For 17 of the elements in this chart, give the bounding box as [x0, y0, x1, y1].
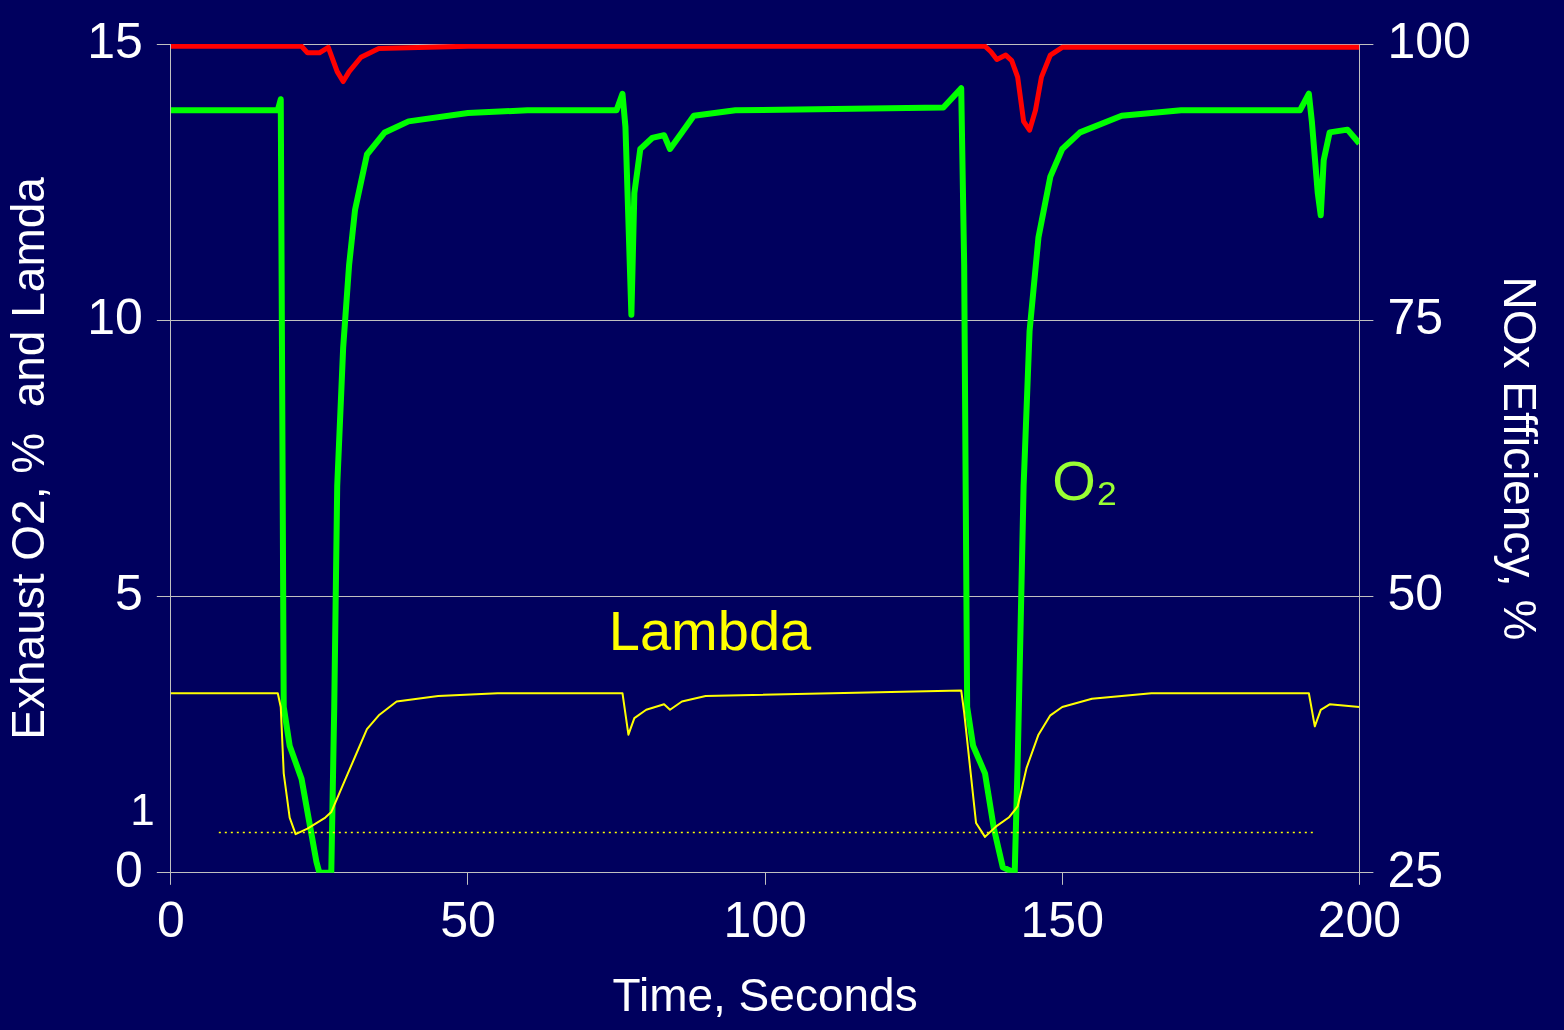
y2-tick-label: 50 [1387, 565, 1443, 622]
y-tick-label: 0 [115, 841, 143, 898]
x-tick-label: 50 [440, 891, 496, 948]
y2-tick-label: 75 [1387, 289, 1443, 346]
series-label: O₂ [1052, 449, 1118, 513]
x-tick-label: 100 [723, 891, 807, 948]
y-tick-label: 5 [115, 565, 143, 622]
x-tick-label: 150 [1020, 891, 1104, 948]
series-label: Lambda [608, 599, 813, 663]
x-axis-title: Time, Seconds [612, 969, 918, 1022]
y-axis-title: Exhaust O2, % and Lamda [2, 176, 55, 740]
y-tick-label: 15 [87, 12, 143, 69]
x-tick-label: 0 [156, 891, 185, 948]
ref-line-label: 1 [130, 784, 155, 834]
y-tick-label: 10 [87, 289, 143, 346]
y2-tick-label: 100 [1387, 12, 1471, 69]
y2-axis-title: NOx Efficiency, % [1493, 276, 1546, 641]
